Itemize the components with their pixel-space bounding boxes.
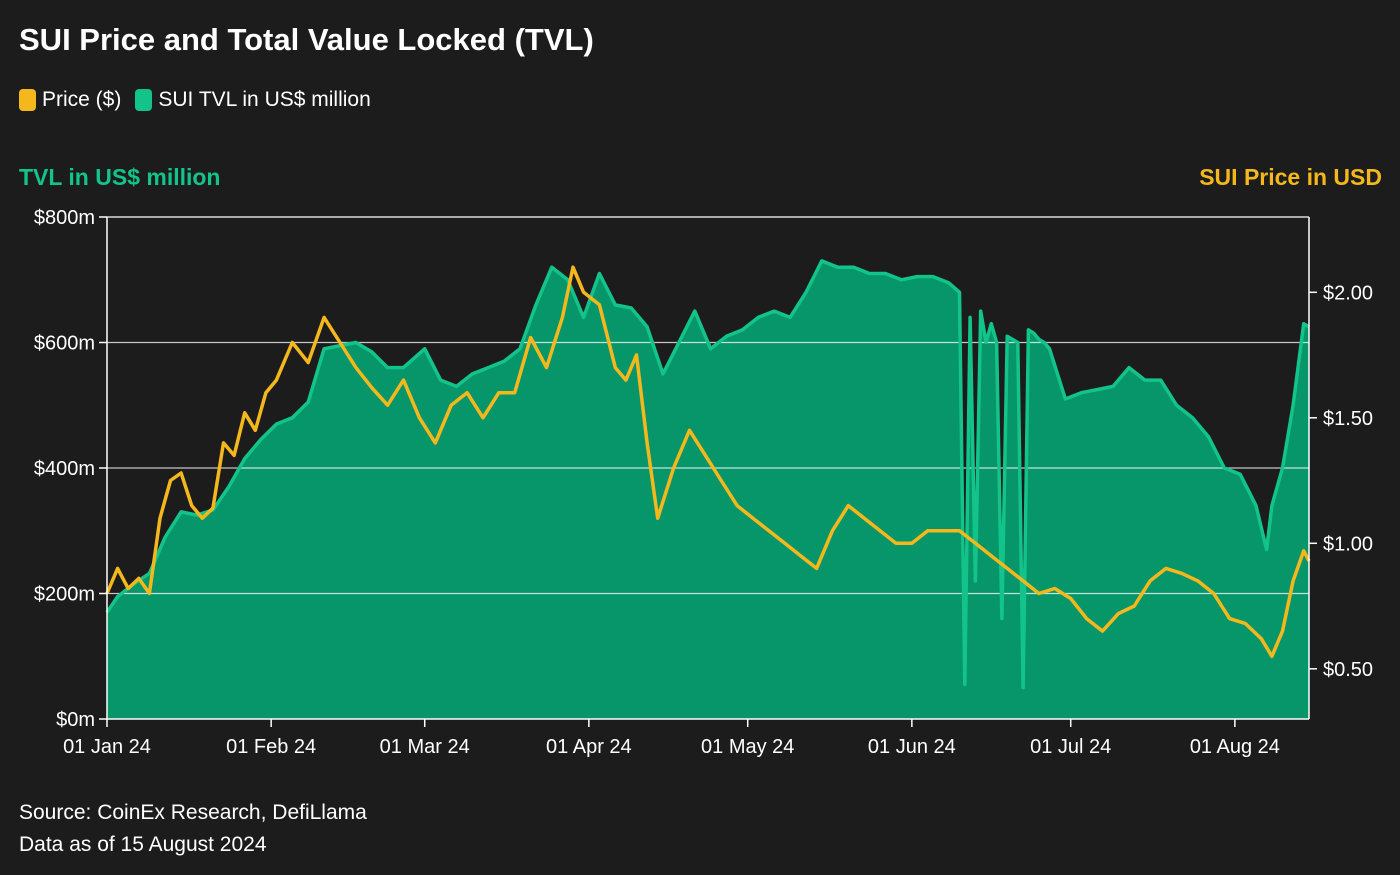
left-tick-label: $800m (34, 207, 95, 229)
price-line (105, 265, 1311, 659)
right-tick-label: $2.00 (1323, 282, 1373, 304)
x-tick-label: 01 Apr 24 (546, 736, 632, 758)
legend-item-price: Price ($) (19, 88, 121, 112)
tvl-area (107, 260, 1309, 719)
right-tick-label: $1.00 (1323, 533, 1373, 555)
legend-item-tvl: SUI TVL in US$ million (135, 88, 371, 112)
right-axis-title: SUI Price in USD (1199, 164, 1382, 190)
legend-swatch-tvl (135, 89, 153, 111)
right-tick-label: $1.50 (1323, 408, 1373, 430)
x-tick-label: 01 Jun 24 (868, 736, 956, 758)
x-tick-label: 01 May 24 (701, 736, 794, 758)
legend-swatch-price (19, 89, 36, 111)
right-tick-label: $0.50 (1323, 659, 1373, 681)
x-tick-label: 01 Jul 24 (1030, 736, 1111, 758)
tvl-line (105, 259, 1310, 690)
source-note: Source: CoinEx Research, DefiLlama (19, 801, 367, 824)
left-tick-label: $400m (34, 458, 95, 480)
legend-label-tvl: SUI TVL in US$ million (158, 88, 371, 111)
left-axis-title: TVL in US$ million (19, 164, 221, 190)
chart-title: SUI Price and Total Value Locked (TVL) (19, 22, 594, 57)
x-tick-label: 01 Jan 24 (63, 736, 151, 758)
x-tick-label: 01 Aug 24 (1190, 736, 1280, 758)
data-date-note: Data as of 15 August 2024 (19, 833, 267, 856)
legend: Price ($) SUI TVL in US$ million (19, 88, 385, 112)
footer: Source: CoinEx Research, DefiLlama Data … (19, 797, 367, 861)
x-tick-label: 01 Feb 24 (226, 736, 316, 758)
legend-label-price: Price ($) (42, 88, 122, 111)
left-tick-label: $200m (34, 584, 95, 606)
left-tick-label: $0m (56, 709, 95, 731)
left-tick-label: $600m (34, 333, 95, 355)
x-tick-label: 01 Mar 24 (380, 736, 470, 758)
